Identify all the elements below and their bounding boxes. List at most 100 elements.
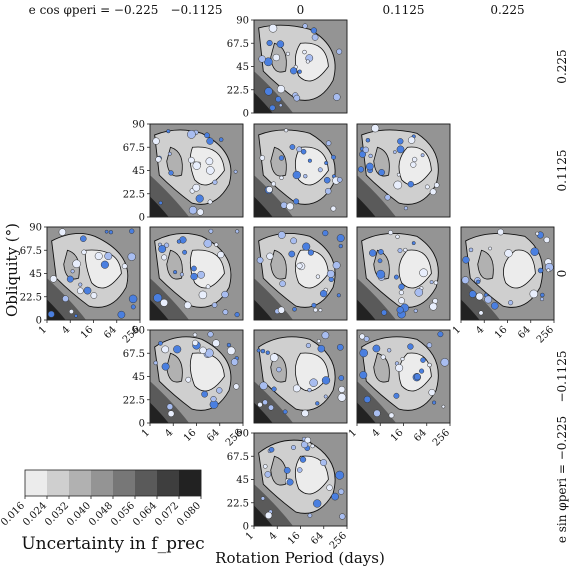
data-point (339, 513, 346, 520)
data-point (335, 470, 345, 480)
contour-region (294, 455, 329, 495)
data-point (233, 169, 238, 174)
x-axis-label: Rotation Period (days) (215, 549, 385, 567)
data-point (80, 235, 87, 242)
data-point (303, 174, 308, 179)
data-point (400, 356, 405, 362)
contour-region (294, 352, 329, 392)
data-point (62, 295, 69, 303)
y-tick-label: 22.5 (227, 85, 249, 96)
data-point (192, 161, 201, 170)
y-tick-label: 45 (236, 62, 249, 73)
data-point (83, 286, 92, 295)
col-header-2: 0 (297, 3, 305, 17)
data-point (214, 242, 219, 247)
data-point (153, 360, 158, 366)
data-point (504, 249, 513, 258)
data-point (305, 59, 310, 64)
data-point (230, 358, 239, 366)
data-point (262, 399, 268, 406)
data-point (221, 290, 229, 299)
data-point (168, 170, 174, 176)
data-point (292, 307, 297, 312)
contour-region (166, 352, 183, 383)
data-point (263, 464, 268, 469)
contour-region (357, 278, 397, 320)
data-point (81, 249, 87, 255)
data-point (432, 400, 437, 405)
data-point (264, 511, 273, 520)
data-point (264, 87, 273, 96)
contour-region (150, 299, 169, 320)
data-point (491, 302, 499, 310)
data-point (337, 393, 347, 402)
data-point (117, 310, 126, 319)
data-point (310, 27, 318, 34)
data-point (265, 350, 270, 355)
data-point (330, 205, 337, 212)
y-tick-label: 0 (243, 109, 249, 120)
data-point (268, 404, 274, 411)
panel-frame (356, 226, 451, 321)
data-point (302, 49, 307, 55)
x-tick-label: 64 (102, 324, 119, 341)
col-header-1: −0.1125 (170, 3, 222, 17)
y-axis-label: Obliquity (°) (3, 223, 21, 317)
y-tick-label: 22.5 (227, 498, 249, 509)
panel-r0-c2: 0 22.5 45 67.5 90 (227, 16, 348, 120)
data-point (380, 354, 386, 360)
data-point (318, 308, 323, 313)
data-point (313, 499, 322, 508)
data-point (357, 166, 365, 173)
data-point (74, 314, 78, 318)
data-point (307, 387, 312, 393)
x-tick-label: 1 (451, 324, 463, 336)
data-point (325, 140, 332, 146)
data-point (407, 136, 416, 144)
data-point (433, 280, 439, 285)
data-point (530, 247, 539, 256)
data-point (411, 241, 416, 246)
data-point (290, 67, 298, 75)
colorbar-swatch (25, 470, 48, 496)
x-tick-label: 1 (347, 427, 359, 439)
y-tick-label: 45 (132, 372, 145, 383)
x-tick-label: 1 (244, 530, 256, 542)
colorbar-swatch (47, 470, 70, 496)
data-point (72, 259, 81, 269)
contour-region (503, 249, 536, 289)
data-point (167, 151, 172, 156)
contour-region (373, 146, 390, 177)
data-point (301, 409, 309, 418)
data-point (271, 181, 277, 187)
x-tick-label: 16 (493, 324, 510, 341)
x-tick-label: 4 (163, 427, 175, 439)
data-point (182, 249, 188, 255)
data-point (317, 344, 326, 353)
data-point (338, 243, 343, 249)
y-tick-label: 90 (236, 429, 249, 440)
data-point (290, 444, 297, 451)
data-point (336, 177, 343, 183)
data-point (365, 137, 371, 143)
data-point (336, 343, 344, 351)
y-tick-label: 45 (236, 475, 249, 486)
x-tick-label: 1 (37, 324, 49, 336)
colorbar-tick-label: 0.080 (175, 500, 203, 528)
data-point (198, 290, 208, 300)
data-point (76, 287, 84, 295)
data-point (307, 513, 313, 518)
data-point (429, 188, 437, 196)
data-point (363, 395, 371, 403)
data-point (320, 459, 328, 467)
data-point (260, 348, 266, 354)
y-tick-label: 90 (132, 120, 145, 131)
x-tick-label: 64 (412, 427, 429, 444)
data-point (378, 169, 385, 176)
data-point (212, 179, 218, 185)
data-point (280, 201, 288, 209)
y-tick-label: 67.5 (123, 143, 145, 154)
data-point (58, 228, 67, 236)
